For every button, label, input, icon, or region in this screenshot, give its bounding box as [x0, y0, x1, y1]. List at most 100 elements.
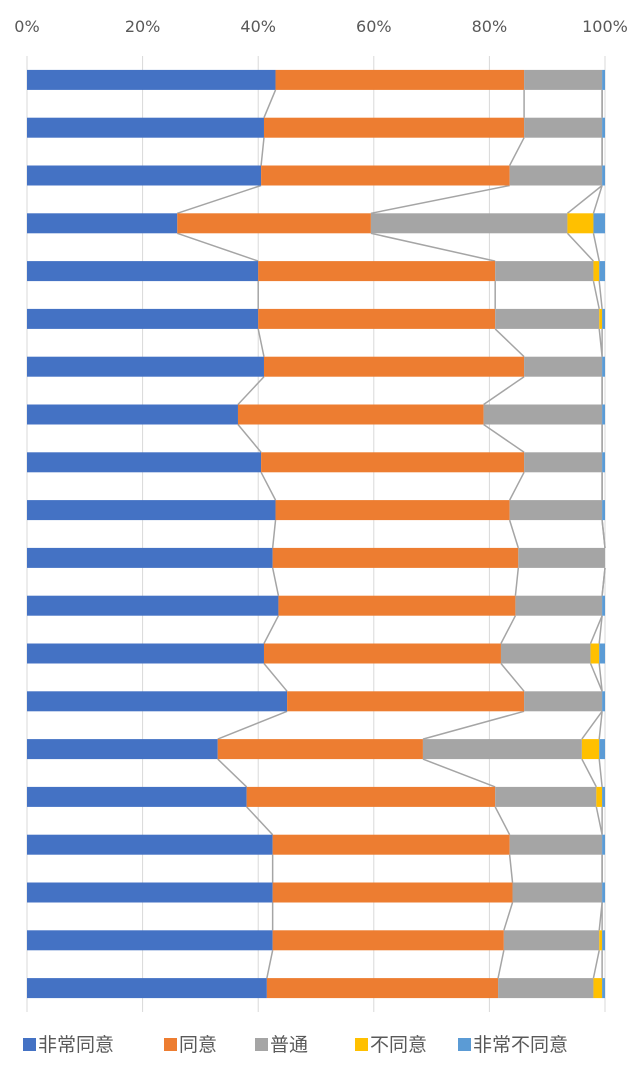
series-line	[598, 759, 603, 787]
bar-segment	[500, 643, 591, 664]
bar-segment	[599, 308, 603, 329]
bar-segment	[596, 786, 603, 807]
bar-segment	[261, 452, 525, 473]
bar-segment	[422, 739, 582, 760]
x-tick-label: 60%	[356, 17, 392, 36]
bar-segment	[263, 643, 501, 664]
series-line	[508, 471, 525, 501]
bar-segment	[278, 595, 516, 616]
bar-segment	[495, 308, 600, 329]
bar-segment	[495, 261, 594, 282]
series-line	[589, 663, 603, 692]
bar-segment	[524, 452, 603, 473]
series-line	[508, 137, 525, 166]
bar-segment	[27, 213, 178, 234]
series-line	[494, 328, 525, 358]
bar-segment	[263, 117, 525, 138]
bar-segment	[27, 500, 276, 521]
series-line	[257, 328, 265, 357]
bar-segment	[524, 356, 603, 377]
series-line	[592, 233, 600, 262]
bar-segment	[599, 261, 605, 282]
series-line	[514, 567, 520, 596]
bar-segment	[27, 978, 267, 999]
bar-segment	[258, 308, 496, 329]
bar-segment	[602, 356, 605, 377]
series-line	[508, 854, 514, 883]
bar-segment	[495, 786, 597, 807]
bar-segment	[524, 117, 603, 138]
legend: 非常同意 同意 普通 不同意 非常不同意	[23, 1034, 568, 1056]
bar-segment	[602, 117, 605, 138]
bar-segment	[518, 547, 605, 568]
bar-segment	[602, 500, 605, 521]
bar-segment	[602, 691, 605, 712]
bar-segment	[266, 978, 499, 999]
series-line	[601, 520, 606, 548]
x-tick-label: 100%	[582, 17, 628, 36]
series-line	[271, 520, 277, 548]
bar-segment	[602, 452, 605, 473]
series-line	[271, 567, 280, 596]
bar-segment	[27, 643, 264, 664]
bar-segment	[483, 404, 603, 425]
bar-segment	[524, 69, 603, 90]
bar-segment	[27, 452, 262, 473]
legend-swatch	[164, 1038, 177, 1051]
bar-segment	[602, 978, 605, 999]
series-line	[494, 806, 511, 836]
series-line	[177, 232, 259, 262]
legend-swatch	[255, 1038, 268, 1051]
bar-segment	[27, 834, 273, 855]
series-line	[581, 710, 603, 740]
series-line	[595, 806, 603, 835]
bar-segment	[593, 978, 603, 999]
series-line	[500, 615, 517, 644]
legend-label: 普通	[270, 1034, 308, 1056]
bar-segment	[27, 356, 264, 377]
series-line	[266, 950, 274, 979]
series-line	[246, 806, 274, 836]
bar-segment	[524, 691, 603, 712]
bar-segment	[27, 69, 276, 90]
series-line	[581, 758, 597, 788]
bar-segment	[602, 786, 605, 807]
bar-segment	[370, 213, 568, 234]
series-line	[422, 710, 525, 740]
series-line	[260, 137, 265, 166]
bar-segment	[590, 643, 600, 664]
bar-segment	[593, 261, 600, 282]
bar-segment	[27, 882, 273, 903]
series-lines	[177, 89, 606, 979]
bar-segment	[602, 834, 605, 855]
series-line	[601, 567, 606, 596]
legend-label: 非常同意	[38, 1034, 114, 1056]
series-line	[177, 184, 262, 215]
series-line	[598, 281, 603, 309]
series-line	[217, 758, 248, 788]
x-tick-label: 40%	[240, 17, 276, 36]
series-line	[598, 615, 603, 644]
series-line	[592, 185, 603, 214]
series-line	[370, 232, 496, 262]
bar-segment	[27, 786, 247, 807]
series-line	[263, 663, 288, 692]
bar-segment	[217, 739, 423, 760]
series-line	[503, 902, 514, 931]
series-line	[483, 376, 525, 406]
series-line	[592, 950, 600, 979]
bar-segment	[27, 930, 273, 951]
bar-segment	[27, 691, 288, 712]
series-line	[217, 710, 288, 740]
bar-segment	[509, 834, 603, 855]
bar-segment	[503, 930, 600, 951]
series-line	[260, 471, 277, 501]
bar-segment	[602, 308, 605, 329]
gridlines	[26, 56, 606, 1012]
bar-segment	[272, 834, 510, 855]
x-tick-label: 20%	[125, 17, 161, 36]
bar-segment	[567, 213, 594, 234]
series-line	[237, 376, 265, 406]
bar-segment	[602, 69, 605, 90]
